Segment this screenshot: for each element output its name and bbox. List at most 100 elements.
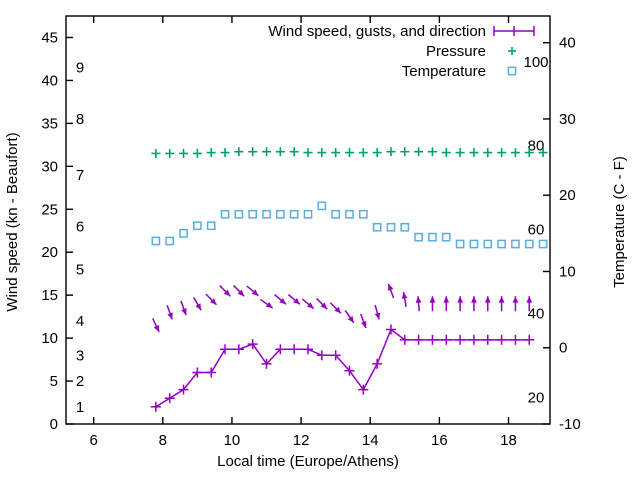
x-tick-label: 16 [431, 432, 448, 449]
y2-tick-label: 30 [559, 111, 576, 128]
wind-arrow-head [265, 302, 273, 308]
wind-arrow-head [334, 306, 341, 314]
series-pressure [151, 147, 548, 158]
temperature-point [372, 222, 382, 232]
beaufort-label: 6 [76, 218, 84, 235]
wind-arrow-head [347, 315, 354, 323]
wind-arrow-head [195, 303, 202, 311]
wind-arrow-head [237, 289, 245, 297]
temperature-point [483, 239, 493, 249]
y-axis-title: Wind speed (kn - Beaufort) [4, 132, 21, 311]
x-tick-label: 12 [293, 432, 310, 449]
wind-arrow-head [415, 296, 422, 303]
fahrenheit-label: 80 [528, 138, 545, 155]
beaufort-label: 8 [76, 111, 84, 128]
wind-arrow-head [181, 308, 187, 316]
y-tick-label: 10 [41, 330, 58, 347]
y2-axis-ticks: -10 0 10 20 30 40 [543, 35, 581, 433]
wind-speed-line [155, 328, 530, 408]
temperature-point [414, 232, 423, 242]
temperature-point [234, 209, 244, 219]
wind-arrow-head [401, 292, 408, 299]
temperature-point [193, 221, 202, 231]
legend-label: Temperature [402, 63, 486, 80]
wind-arrow-head [387, 283, 394, 291]
wind-arrow-head [279, 298, 287, 305]
y-tick-label: 40 [41, 72, 58, 89]
wind-arrow-head [361, 321, 367, 328]
wind-arrow-head [374, 312, 381, 320]
fahrenheit-label: 60 [528, 222, 545, 239]
temperature-point [400, 222, 410, 232]
temperature-point [317, 201, 327, 211]
temperature-point [303, 209, 313, 219]
wind-arrow-head [223, 289, 231, 297]
beaufort-label: 1 [76, 399, 84, 416]
y2-tick-label: 20 [559, 187, 576, 204]
x-tick-label: 14 [362, 432, 379, 449]
temperature-point [511, 239, 520, 249]
temperature-point [497, 239, 506, 249]
fahrenheit-label: 100 [523, 54, 548, 71]
beaufort-label: 9 [76, 60, 84, 77]
wind-arrow-head [512, 296, 519, 303]
fahrenheit-scale-labels: 20 40 60 80 100 [523, 54, 548, 407]
temperature-point [248, 209, 258, 219]
x-tick-label: 8 [159, 432, 167, 449]
temperature-point [441, 232, 451, 242]
temperature-point [275, 209, 285, 219]
temperature-point [455, 239, 465, 249]
y2-tick-label: 10 [559, 263, 576, 280]
beaufort-label: 5 [76, 261, 84, 278]
temperature-point [151, 236, 161, 246]
y-tick-label: 5 [50, 373, 58, 390]
series-wind-speed [150, 324, 535, 412]
series-temperature [151, 201, 548, 249]
temperature-point [179, 228, 188, 238]
wind-arrow-head [526, 296, 533, 303]
y2-tick-label: 0 [559, 340, 567, 357]
y-tick-label: 35 [41, 115, 58, 132]
beaufort-label: 7 [76, 167, 84, 184]
temperature-point [165, 236, 175, 246]
y2-tick-label: 40 [559, 35, 576, 52]
legend-label: Pressure [426, 43, 486, 60]
wind-arrow-head [484, 296, 491, 303]
temperature-point [206, 221, 216, 231]
legend-swatch-temperature [507, 66, 517, 76]
temperature-point [538, 239, 548, 249]
y-tick-label: 0 [50, 416, 58, 433]
temperature-point [331, 209, 341, 219]
x-tick-label: 18 [500, 432, 517, 449]
wind-arrow-head [307, 302, 314, 309]
beaufort-label: 3 [76, 347, 84, 364]
beaufort-label: 4 [76, 313, 84, 330]
legend-label: Wind speed, gusts, and direction [268, 23, 486, 40]
wind-direction-arrows [152, 283, 533, 333]
wind-arrow-head [429, 296, 436, 303]
y2-axis-title: Temperature (C - F) [611, 156, 628, 288]
wind-arrow-head [320, 302, 328, 310]
temperature-point [262, 209, 271, 219]
fahrenheit-label: 20 [528, 389, 545, 406]
y-tick-label: 20 [41, 244, 58, 261]
beaufort-label: 2 [76, 373, 84, 390]
y-tick-label: 30 [41, 158, 58, 175]
wind-arrow-head [167, 312, 173, 320]
temperature-point [358, 209, 368, 219]
temperature-point [386, 222, 396, 232]
temperature-point [428, 232, 437, 242]
y2-tick-label: -10 [559, 416, 581, 433]
x-axis-title: Local time (Europe/Athens) [217, 453, 399, 470]
temperature-point [289, 209, 299, 219]
wind-arrow-head [457, 296, 463, 303]
x-tick-label: 6 [89, 432, 97, 449]
wind-arrow-head [443, 296, 450, 303]
wind-arrow-head [498, 296, 505, 303]
temperature-point [220, 209, 230, 219]
y-tick-label: 45 [41, 29, 58, 46]
wind-arrow-head [251, 289, 259, 296]
temperature-point [469, 239, 479, 249]
